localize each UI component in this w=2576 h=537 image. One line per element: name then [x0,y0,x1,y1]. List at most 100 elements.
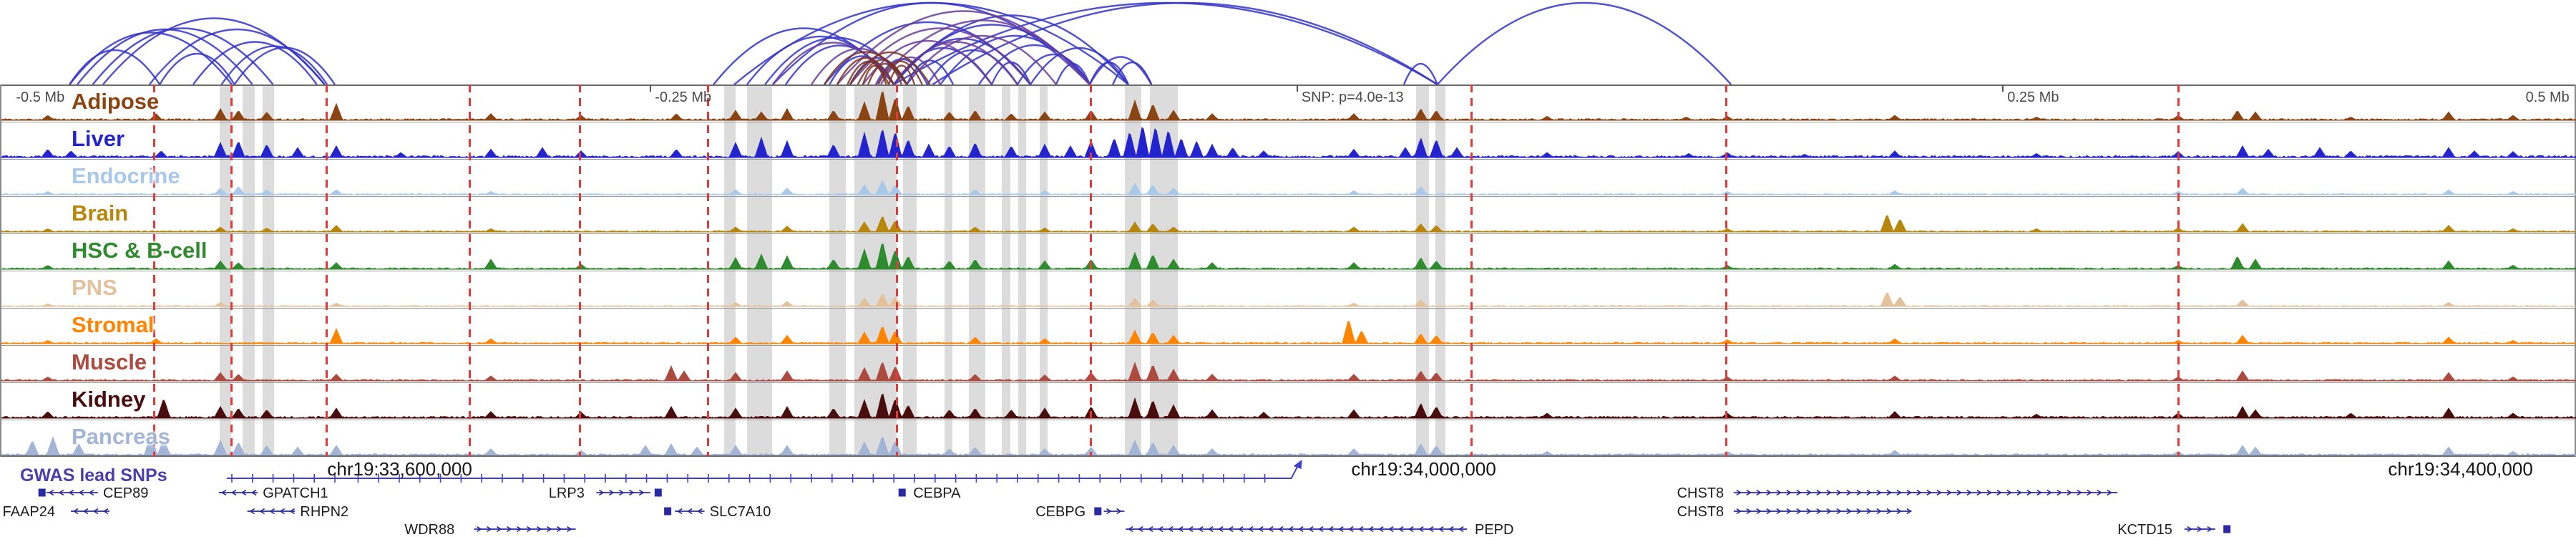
strand-arrow-icon [1896,508,1902,515]
strand-arrow-icon [1208,526,1214,533]
strand-arrow-icon [2057,489,2062,496]
strand-arrow-icon [496,526,502,533]
interaction-arc [1402,62,1438,84]
strand-arrow-icon [1776,489,1782,496]
row-separator [1,308,2575,309]
strand-arrow-icon [1846,489,1852,496]
track-label-kidney: Kidney [72,387,146,412]
gene-chst8: CHST8 [1677,485,2118,501]
interaction-arc [220,45,328,84]
interaction-arc [77,29,253,84]
strand-arrow-icon [1228,526,1234,533]
strand-arrow-icon [1308,526,1314,533]
strand-arrow-icon [1826,508,1832,515]
gene-label: LRP3 [549,485,585,501]
gene-label: CHST8 [1677,485,1724,501]
ld-snp-line [468,84,471,457]
interaction-arc [978,44,1091,84]
strand-arrow-icon [102,508,109,515]
gene-label: PEPD [1475,522,1513,537]
interaction-arc [1088,62,1129,84]
region-label: -0.25 Mb [655,90,712,105]
ld-snp-line [706,84,709,457]
axis-tick [1296,84,1298,92]
gene-label: RHPN2 [300,504,348,520]
strand-arrow-icon [1846,508,1852,515]
interaction-arc [764,37,908,84]
gene-label: FAAP24 [3,504,55,520]
strand-arrow-icon [1398,526,1404,533]
axis-tick [2002,84,2004,92]
strand-arrow-icon [476,526,482,533]
strand-arrow-icon [1438,526,1444,533]
interaction-arc [92,27,274,84]
ld-snp-line [326,84,328,457]
strand-arrow-icon [68,489,74,496]
strand-arrow-icon [2087,489,2092,496]
strand-arrow-icon [1736,508,1742,515]
strand-arrow-icon [1806,489,1812,496]
strand-arrow-icon [1736,489,1742,496]
track-label-muscle: Muscle [72,349,147,374]
strand-arrow-icon [1158,526,1163,533]
strand-arrow-icon [1966,489,1972,496]
exon-box [38,488,46,497]
strand-arrow-icon [1766,508,1772,515]
strand-arrow-icon [638,489,645,496]
strand-arrow-icon [1418,526,1424,533]
ld-snp-line [1725,84,1728,457]
strand-arrow-icon [598,489,605,496]
strand-arrow-icon [82,508,89,515]
strand-arrow-icon [1408,526,1414,533]
strand-arrow-icon [289,508,296,515]
strand-arrow-icon [249,508,255,515]
strand-arrow-icon [1946,489,1952,496]
strand-arrow-icon [536,526,542,533]
strand-arrow-icon [1906,489,1912,496]
strand-arrow-icon [677,508,683,515]
gene-slc7a10: SLC7A10 [664,504,771,520]
interaction-arc [1088,56,1153,84]
track-panel: -0.5 Mb -0.25 Mb SNP: p=4.0e-13 0.25 Mb 0.5 … [0,84,2576,457]
track-label-stromal: Stromal [72,312,155,337]
strand-arrow-icon [2187,526,2192,533]
gene-rhpn2: RHPN2 [247,504,348,520]
row-separator [1,233,2575,234]
track-signal-liver [1,127,2576,159]
track-label-endocrine: Endocrine [72,163,180,188]
strand-arrow-icon [1936,489,1942,496]
ld-snp-line [1470,84,1473,457]
strand-arrow-icon [1976,489,1982,496]
region-label: 0.25 Mb [2007,90,2059,105]
exon-box [2223,525,2231,533]
ld-snp-line [578,84,581,457]
strand-arrow-icon [1886,508,1892,515]
strand-arrow-icon [1218,526,1224,533]
interaction-arc [1055,62,1091,84]
strand-arrow-icon [526,526,532,533]
strand-arrow-icon [88,489,94,496]
interaction-arc [862,64,887,84]
strand-arrow-icon [2197,526,2202,533]
strand-arrow-icon [1906,508,1912,515]
track-signal-brain [1,215,2576,233]
strand-arrow-icon [1268,526,1274,533]
interaction-arc [823,51,908,84]
strand-arrow-icon [1338,526,1344,533]
strand-arrow-icon [230,489,237,496]
gwas-snp-ruler [226,460,1302,483]
strand-arrow-icon [1278,526,1284,533]
strand-arrow-icon [1248,526,1254,533]
strand-arrow-icon [486,526,492,533]
strand-arrow-icon [279,508,286,515]
strand-arrow-icon [1796,508,1802,515]
strand-arrow-icon [1368,526,1374,533]
interaction-arc [69,32,233,84]
strand-arrow-icon [1816,489,1822,496]
strand-arrow-icon [1198,526,1204,533]
ld-snp-line [1089,84,1092,457]
gene-wdr88: WDR88 [404,522,576,537]
region-label: -0.5 Mb [16,90,65,105]
strand-arrow-icon [1866,489,1872,496]
